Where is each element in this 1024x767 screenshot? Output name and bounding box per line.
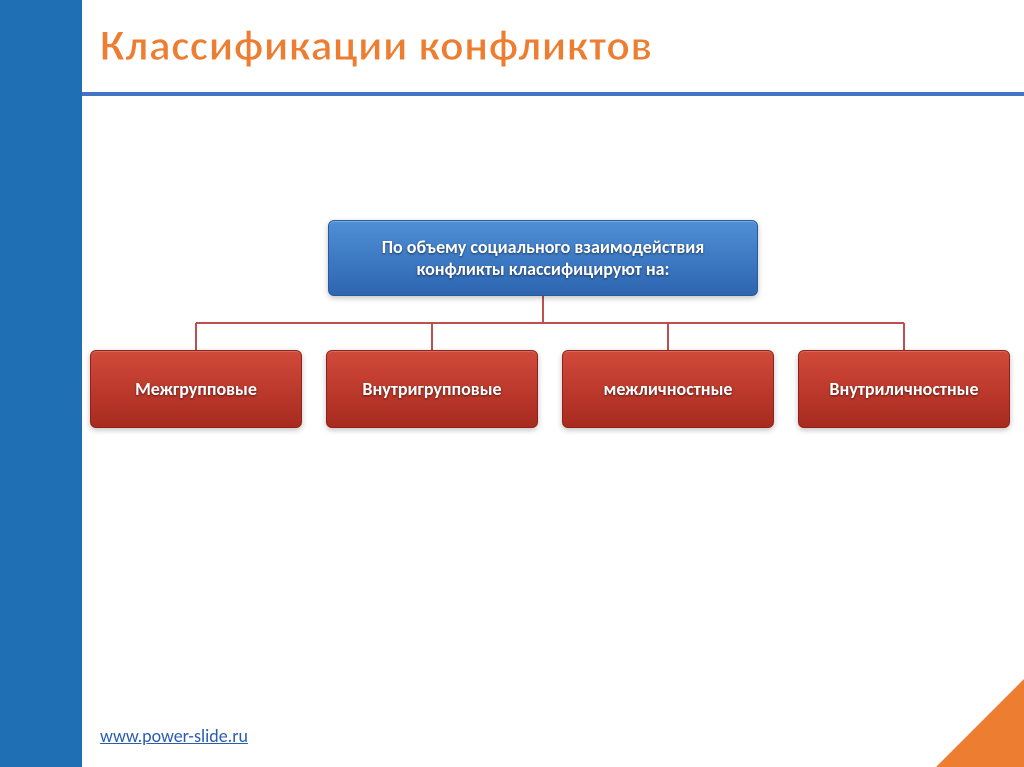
footer-link[interactable]: www.power-slide.ru — [100, 725, 248, 747]
child-node: Межгрупповые — [90, 350, 302, 428]
child-node: межличностные — [562, 350, 774, 428]
child-node-label: Внутригрупповые — [362, 378, 501, 400]
left-accent-bar — [0, 0, 82, 767]
child-node: Внутригрупповые — [326, 350, 538, 428]
corner-accent-shape — [936, 679, 1024, 767]
root-node-label: По объему социального взаимодействия кон… — [343, 236, 743, 281]
slide-title-text: Классификации конфликтов — [100, 18, 653, 72]
root-node: По объему социального взаимодействия кон… — [328, 220, 758, 296]
slide-title: Классификации конфликтов — [100, 18, 653, 72]
child-node-label: Межгрупповые — [135, 378, 257, 400]
child-node-label: Внутриличностные — [829, 378, 978, 400]
child-nodes-row: Межгрупповые Внутригрупповые межличностные… — [90, 350, 1010, 428]
child-node-label: межличностные — [604, 378, 733, 400]
child-node: Внутриличностные — [798, 350, 1010, 428]
title-divider — [82, 92, 1024, 96]
slide: Классификации конфликтов По объему социа… — [0, 0, 1024, 767]
